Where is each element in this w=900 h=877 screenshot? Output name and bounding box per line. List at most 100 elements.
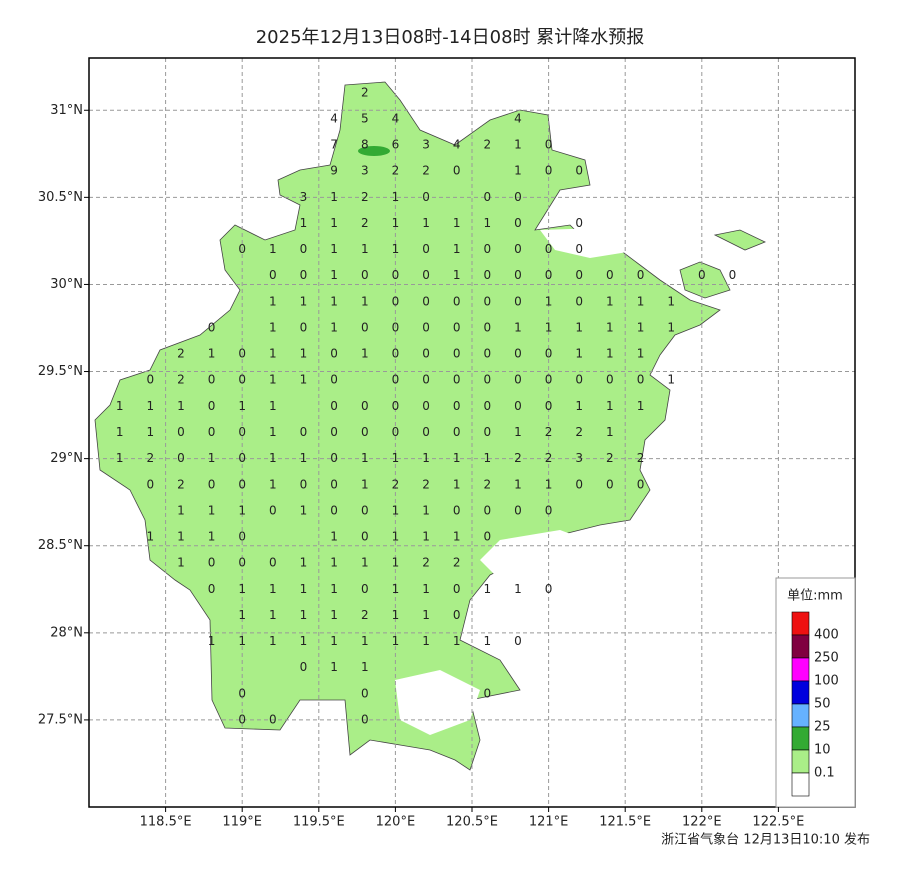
dry-area [395,670,480,735]
rain-value: 0 [637,268,645,282]
rain-value: 2 [575,425,583,439]
rain-value: 0 [514,634,522,648]
rain-value: 1 [575,320,583,334]
rain-value: 0 [514,347,522,361]
rain-value: 1 [361,556,369,570]
rain-value: 1 [238,503,246,517]
rain-value: 1 [667,294,675,308]
rain-value: 0 [483,503,491,517]
rain-value: 0 [238,477,246,491]
rain-value: 6 [392,138,400,152]
rain-value: 0 [606,477,614,491]
rain-value: 0 [545,164,553,178]
rain-value: 3 [300,190,308,204]
rain-value: 1 [330,582,338,596]
rain-value: 1 [269,347,277,361]
rain-value: 0 [606,268,614,282]
rain-value: 0 [514,216,522,230]
rain-value: 3 [575,451,583,465]
rain-value: 3 [361,164,369,178]
legend-swatch [791,657,810,682]
rain-value: 0 [361,686,369,700]
rain-value: 4 [514,111,522,125]
rain-value: 1 [330,242,338,256]
rain-value: 1 [330,556,338,570]
rain-value: 1 [392,190,400,204]
rain-value: 0 [575,373,583,387]
rain-value: 5 [361,111,369,125]
rain-value: 2 [422,556,430,570]
rain-value: 1 [453,268,461,282]
rain-value: 0 [422,399,430,413]
legend-label: 0.1 [814,766,835,781]
rain-value: 0 [330,477,338,491]
rain-value: 0 [330,347,338,361]
rain-value: 1 [330,268,338,282]
rain-value: 1 [514,320,522,334]
rain-value: 1 [300,634,308,648]
rain-value: 0 [361,503,369,517]
rain-value: 1 [300,373,308,387]
rain-value: 1 [330,660,338,674]
rain-value: 0 [514,242,522,256]
rain-value: 0 [238,373,246,387]
rain-value: 0 [330,451,338,465]
rain-value: 1 [208,530,216,544]
rain-value: 1 [483,634,491,648]
rain-value: 1 [269,634,277,648]
rain-value: 0 [453,164,461,178]
rain-value: 0 [208,373,216,387]
rain-value: 1 [300,347,308,361]
rain-value: 1 [392,556,400,570]
rain-value: 0 [514,294,522,308]
rain-value: 0 [238,451,246,465]
rain-value: 0 [514,373,522,387]
rain-value: 1 [330,320,338,334]
rain-value: 0 [392,425,400,439]
rain-value: 0 [361,530,369,544]
rain-value: 0 [575,268,583,282]
rain-value: 0 [575,294,583,308]
rain-value: 2 [146,451,154,465]
rain-value: 0 [422,347,430,361]
rain-value: 0 [514,190,522,204]
rain-value: 0 [545,347,553,361]
rain-value: 0 [392,373,400,387]
rain-value: 0 [453,425,461,439]
rain-value: 0 [361,712,369,726]
rain-value: 1 [453,634,461,648]
rain-value: 0 [330,399,338,413]
rain-value: 1 [208,451,216,465]
rain-value: 1 [392,216,400,230]
legend-label: 250 [814,651,839,666]
rain-value: 0 [146,373,154,387]
y-tick-label: 31°N [50,103,83,118]
rain-value: 0 [483,425,491,439]
rain-value: 0 [422,373,430,387]
rain-value: 0 [514,268,522,282]
rain-value: 1 [269,373,277,387]
rain-value: 2 [361,85,369,99]
rain-value: 0 [238,425,246,439]
rain-value: 1 [116,425,124,439]
rain-value: 0 [300,268,308,282]
rain-value: 0 [238,530,246,544]
rain-value: 1 [361,294,369,308]
rain-value: 0 [330,373,338,387]
rain-value: 0 [453,503,461,517]
rain-value: 0 [453,347,461,361]
rain-value: 0 [637,373,645,387]
rain-value: 1 [514,138,522,152]
legend: 单位:mm [775,577,856,808]
rain-value: 2 [637,451,645,465]
rain-value: 0 [392,399,400,413]
rain-value: 1 [514,477,522,491]
x-tick-label: 119.5°E [293,815,345,830]
rain-value: 1 [422,582,430,596]
rain-value: 2 [545,451,553,465]
rain-value: 0 [637,477,645,491]
rain-value: 0 [269,503,277,517]
rain-value: 1 [606,399,614,413]
legend-title: 单位:mm [787,589,843,604]
rain-value: 0 [422,294,430,308]
